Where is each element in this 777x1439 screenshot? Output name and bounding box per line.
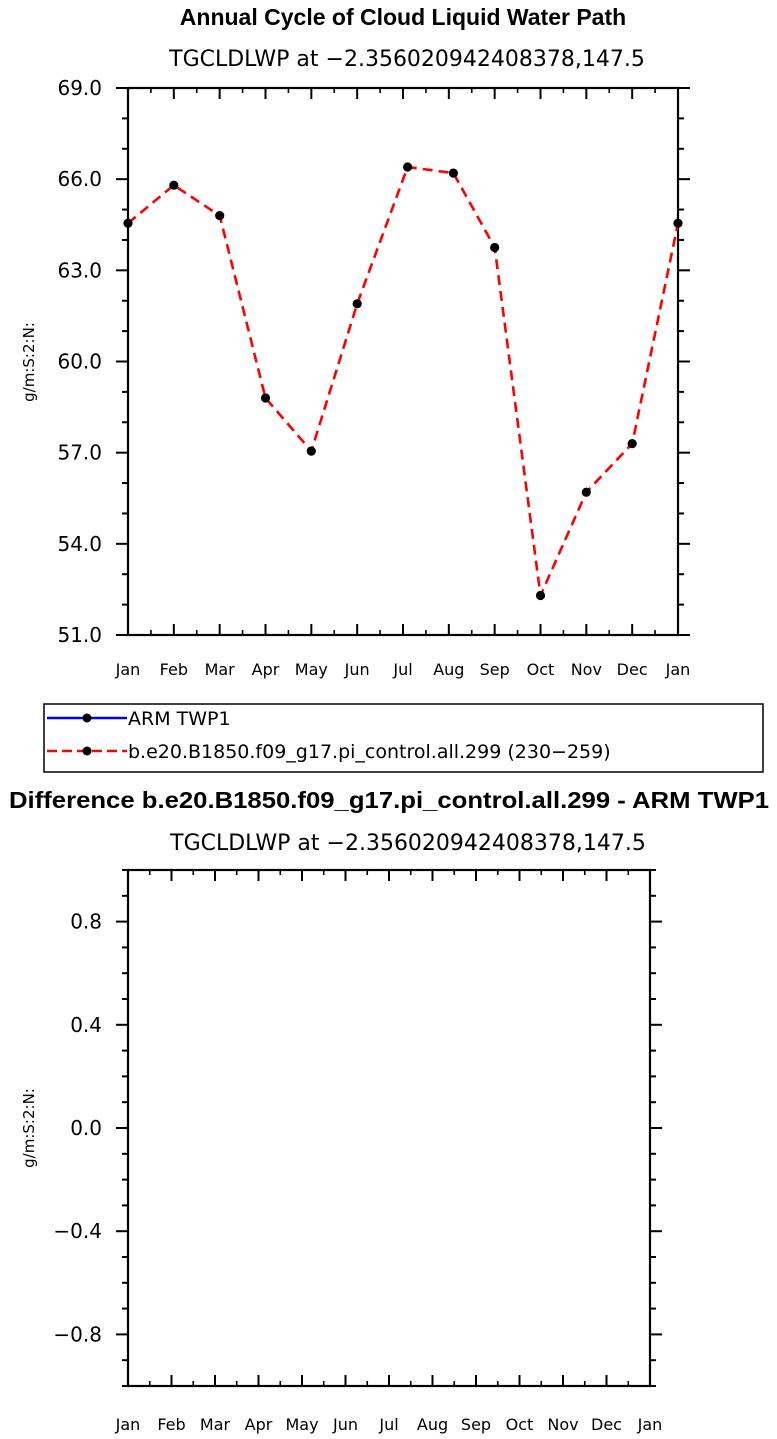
chart1-ytick-label: 54.0 — [57, 532, 102, 556]
chart2-xtick-label: Jan — [115, 1415, 141, 1434]
chart1-xtick-label: Apr — [252, 660, 280, 679]
data-point — [169, 180, 179, 190]
chart1-xtick-label: Mar — [205, 660, 236, 679]
chart1-ytick-label: 69.0 — [57, 76, 102, 100]
chart2-xtick-label: Nov — [547, 1415, 578, 1434]
chart2-plot-frame — [126, 868, 652, 1388]
chart2-ylabel: g/m:S:2:N: — [20, 1088, 38, 1168]
data-point — [352, 299, 362, 309]
chart2-xtick-label: Dec — [591, 1415, 622, 1434]
chart2-xtick-label: Sep — [461, 1415, 491, 1434]
data-point — [215, 211, 225, 221]
data-point — [448, 168, 458, 178]
chart2-ytick-label: 0.4 — [70, 1013, 102, 1037]
chart1-plot-frame — [126, 86, 680, 637]
chart1-xtick-labels: Jan Feb Mar Apr May Jun Jul Aug Sep Oct Nov Dec Jan — [115, 660, 691, 679]
chart1-ytick-label: 57.0 — [57, 441, 102, 465]
chart2-ytick-label: −0.4 — [53, 1219, 102, 1243]
series-line-model — [127, 165, 680, 601]
chart2-xtick-label: Apr — [245, 1415, 273, 1434]
chart2-xtick-label: Feb — [157, 1415, 185, 1434]
chart1-ytick-label: 51.0 — [57, 623, 102, 647]
legend: ARM TWP1 b.e20.B1850.f09_g17.pi_control.… — [43, 703, 764, 773]
chart1-ticks — [116, 87, 690, 636]
chart1-title: Annual Cycle of Cloud Liquid Water Path — [180, 4, 626, 30]
chart2-xtick-label: Jul — [378, 1415, 398, 1434]
data-point — [535, 590, 546, 601]
difference-chart: Difference b.e20.B1850.f09_g17.pi_contro… — [9, 787, 769, 1434]
chart2-xtick-labels: Jan Feb Mar Apr May Jun Jul Aug Sep Oct Nov Dec Jan — [115, 1415, 663, 1434]
chart2-xtick-label: Aug — [417, 1415, 448, 1434]
data-point — [581, 487, 591, 497]
chart2-ytick-label: −0.8 — [53, 1322, 102, 1346]
legend-marker-arm — [82, 713, 92, 723]
chart2-subtitle: TGCLDLWP at −2.356020942408378,147.5 — [169, 831, 646, 856]
chart1-series — [123, 162, 683, 601]
chart1-ytick-label: 60.0 — [57, 350, 102, 374]
chart1-xtick-label: Feb — [160, 660, 188, 679]
chart2-xtick-label: Jan — [637, 1415, 663, 1434]
chart2-ticks — [116, 869, 662, 1387]
legend-box — [43, 703, 764, 773]
chart1-xtick-label: Dec — [617, 660, 648, 679]
chart2-ytick-label: 0.0 — [70, 1116, 102, 1140]
chart1-xtick-label: Jan — [665, 660, 691, 679]
chart1-xtick-label: May — [295, 660, 328, 679]
data-point — [403, 162, 413, 172]
chart2-xtick-label: Mar — [200, 1415, 231, 1434]
chart1-xtick-label: Oct — [527, 660, 555, 679]
chart1-xtick-label: Aug — [433, 660, 464, 679]
annual-cycle-chart: Annual Cycle of Cloud Liquid Water Path … — [20, 4, 690, 679]
chart2-title: Difference b.e20.B1850.f09_g17.pi_contro… — [9, 787, 769, 813]
chart1-xtick-label: Nov — [571, 660, 602, 679]
chart1-ylabel: g/m:S:2:N: — [20, 322, 38, 402]
chart1-xtick-label: Jul — [392, 660, 412, 679]
chart1-ytick-label: 63.0 — [57, 258, 102, 282]
chart1-subtitle: TGCLDLWP at −2.356020942408378,147.5 — [168, 47, 645, 72]
chart1-xtick-label: Sep — [480, 660, 510, 679]
chart1-xtick-label: Jun — [344, 660, 370, 679]
data-point — [490, 242, 500, 253]
chart2-ytick-label: 0.8 — [70, 910, 102, 934]
chart2-ytick-labels: −0.8 −0.4 0.0 0.4 0.8 — [53, 910, 102, 1347]
legend-label-model: b.e20.B1850.f09_g17.pi_control.all.299 (… — [128, 741, 611, 763]
chart2-xtick-label: May — [285, 1415, 318, 1434]
data-point — [260, 393, 271, 403]
data-point — [306, 446, 316, 456]
data-point — [627, 439, 637, 449]
data-point — [123, 218, 133, 228]
chart1-ytick-labels: 51.0 54.0 57.0 60.0 63.0 66.0 69.0 — [57, 76, 102, 647]
legend-label-arm: ARM TWP1 — [128, 708, 231, 730]
data-point — [673, 218, 683, 228]
chart2-xtick-label: Jun — [332, 1415, 358, 1434]
chart2-xtick-label: Oct — [506, 1415, 534, 1434]
chart1-ytick-label: 66.0 — [57, 167, 102, 191]
chart1-xtick-label: Jan — [115, 660, 141, 679]
legend-marker-model — [82, 746, 92, 756]
